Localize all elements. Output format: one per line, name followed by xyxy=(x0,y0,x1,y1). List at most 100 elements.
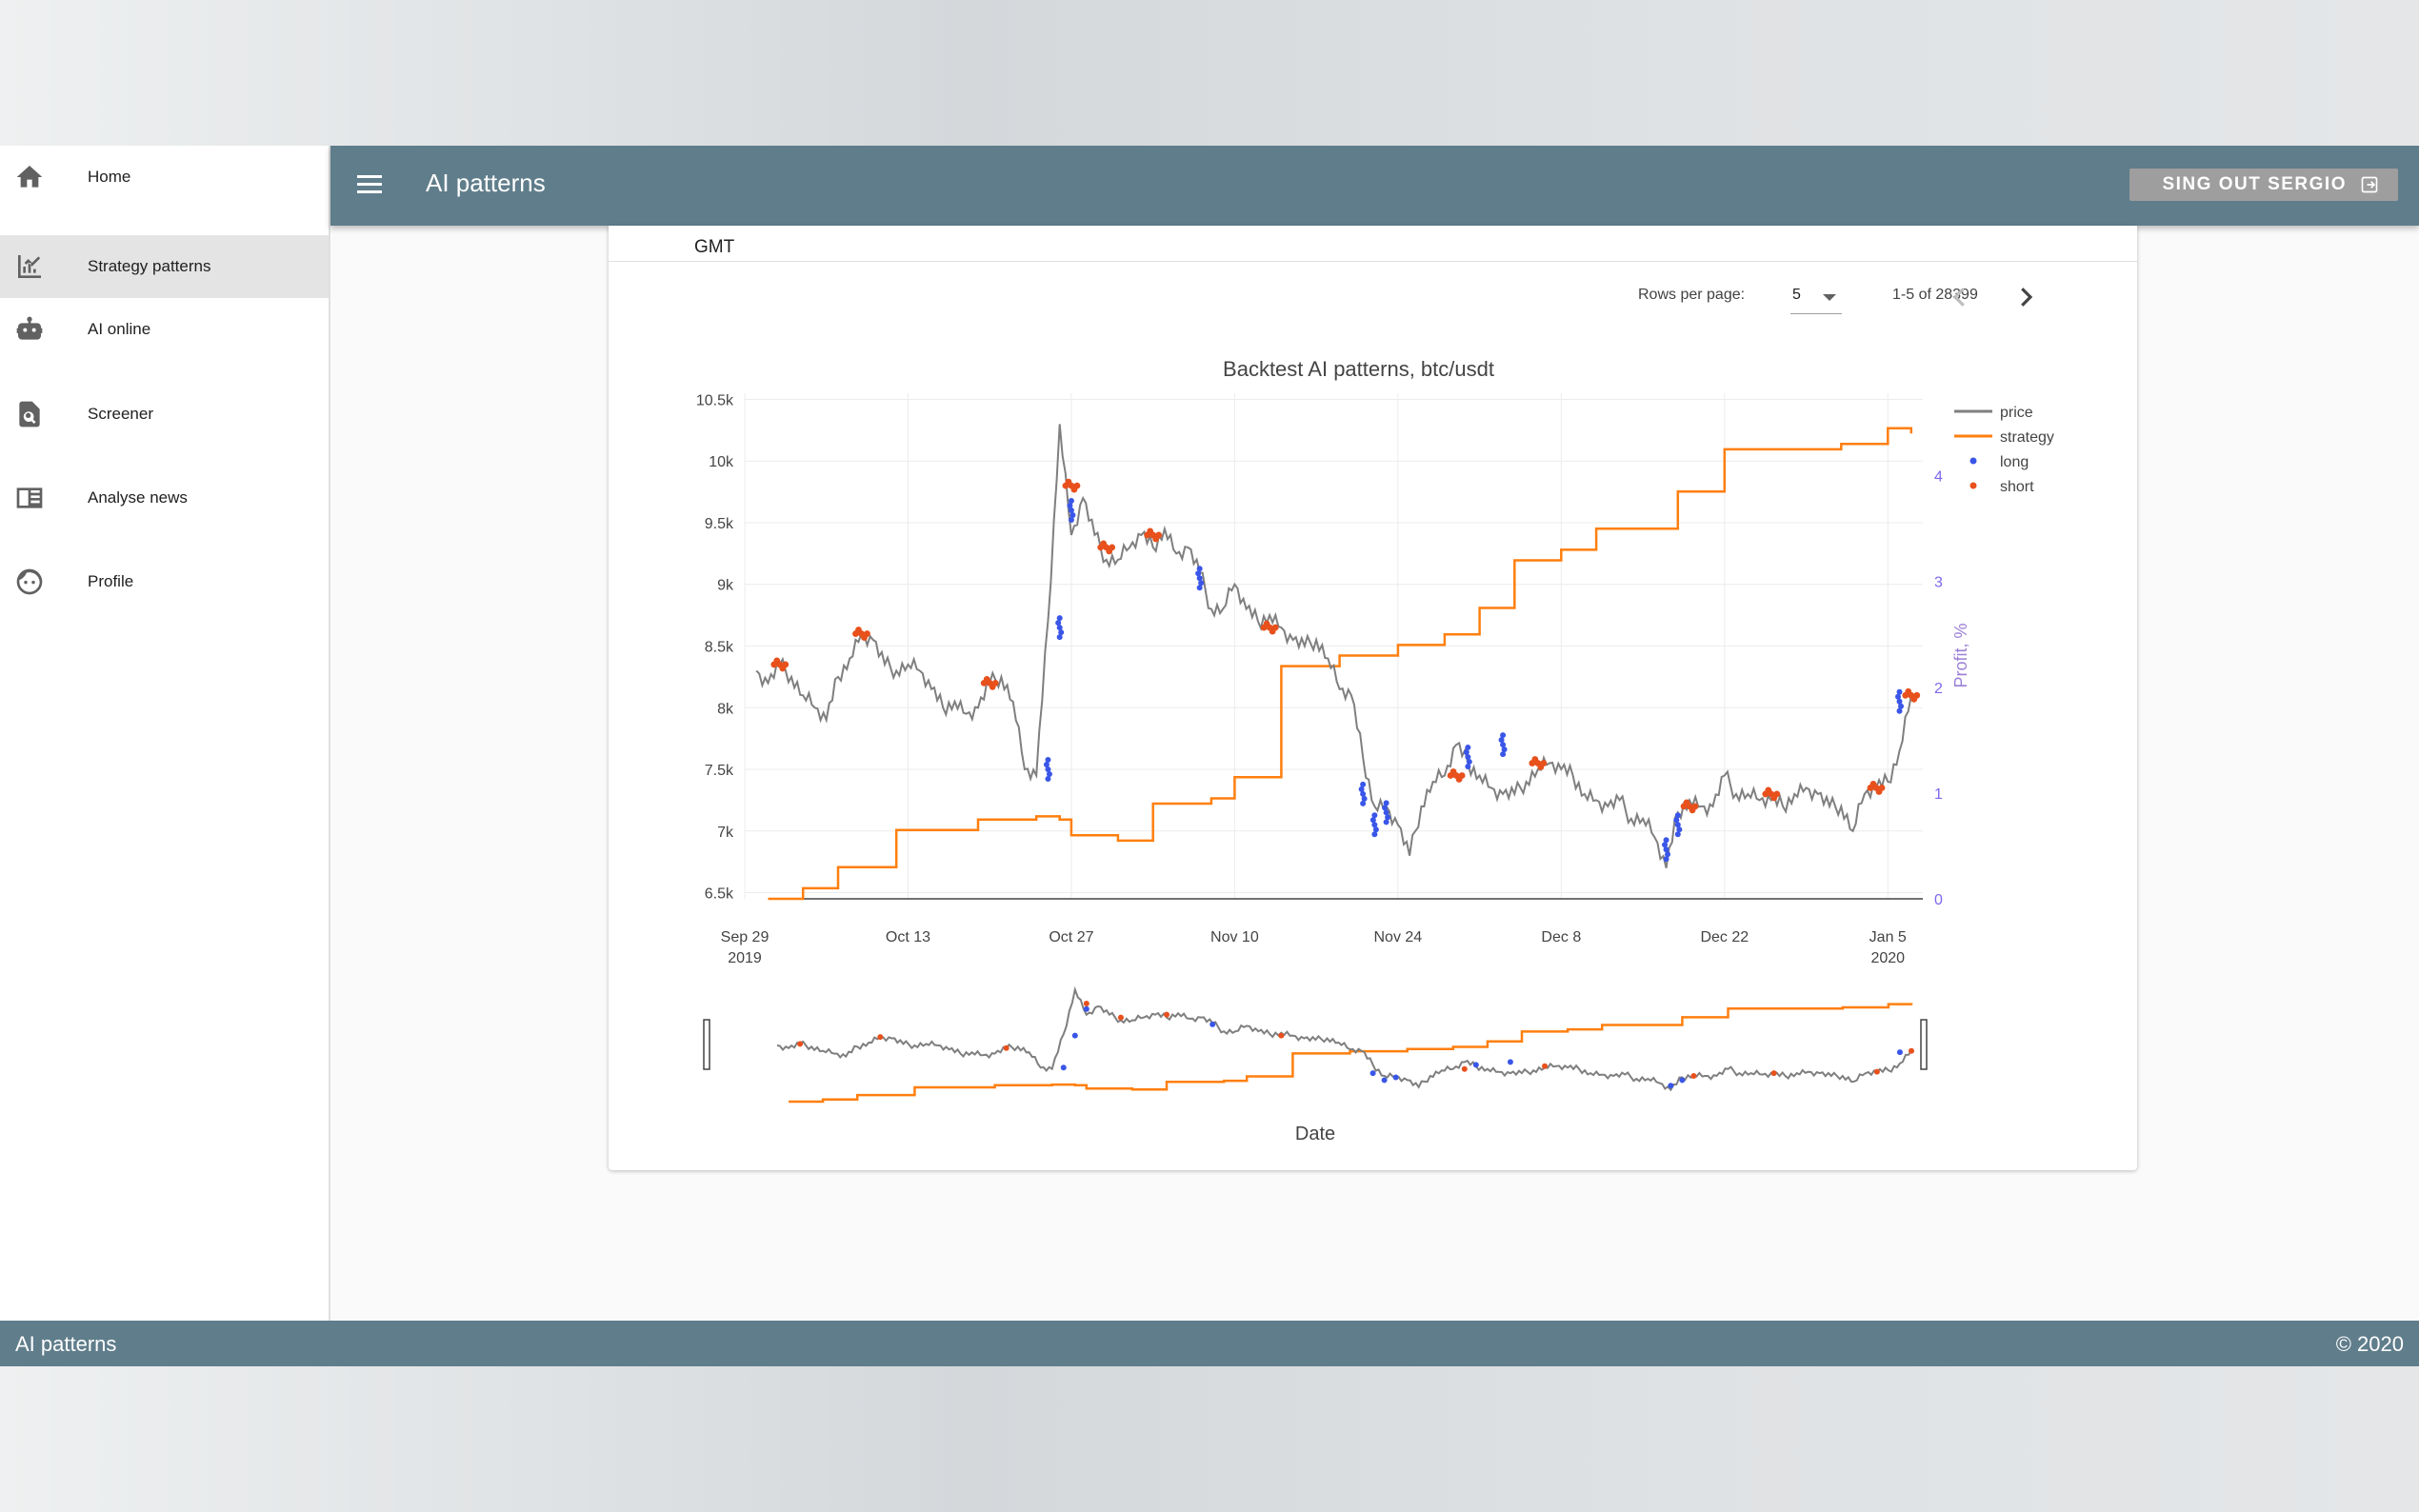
range-slider-left-handle xyxy=(703,1019,710,1070)
rows-per-page-value: 5 xyxy=(1792,287,1801,303)
long-marker xyxy=(1196,566,1203,572)
long-marker xyxy=(1371,812,1378,819)
range-slider-short-marker xyxy=(1461,1065,1468,1072)
y2-tick-label: 1 xyxy=(1934,786,1943,803)
x-tick-label: 2019 xyxy=(728,950,762,966)
short-marker xyxy=(1913,691,1921,699)
app-window: Home Strategy patterns AI online Screene… xyxy=(0,146,2419,1366)
long-marker xyxy=(1361,795,1368,802)
long-marker xyxy=(1465,754,1471,761)
long-marker xyxy=(1383,819,1389,826)
column-header-gmt: GMT xyxy=(694,237,735,257)
sidebar-item-label: Analyse news xyxy=(88,488,188,507)
sidebar-item-profile[interactable]: Profile xyxy=(0,550,329,613)
x-tick-label: Dec 8 xyxy=(1541,929,1581,945)
sidebar-item-screener[interactable]: Screener xyxy=(0,383,329,446)
long-marker xyxy=(1498,737,1505,744)
x-tick-label: Oct 27 xyxy=(1049,929,1093,945)
long-marker xyxy=(1500,751,1507,758)
long-marker xyxy=(1056,615,1063,622)
long-marker xyxy=(1465,745,1471,751)
long-marker xyxy=(1466,759,1472,766)
range-slider-strategy-line xyxy=(789,1003,1913,1104)
long-marker xyxy=(1371,822,1378,828)
strategy-line xyxy=(768,427,1913,901)
y-tick-label: 8k xyxy=(717,701,734,717)
long-marker xyxy=(1896,698,1903,705)
long-marker xyxy=(1463,749,1469,756)
long-marker xyxy=(1371,831,1378,838)
short-marker xyxy=(1773,790,1781,798)
x-tick-label: 2020 xyxy=(1870,950,1905,966)
sidebar-item-strategy-patterns[interactable]: Strategy patterns xyxy=(0,235,329,298)
range-slider-short-marker xyxy=(1278,1032,1285,1039)
long-marker xyxy=(1676,826,1683,833)
range-slider-long-marker xyxy=(1896,1049,1903,1056)
chart-line-icon xyxy=(13,250,46,283)
sidebar-item-home[interactable]: Home xyxy=(0,146,329,209)
sidebar-item-label: Home xyxy=(88,168,131,186)
x-tick-label: Sep 29 xyxy=(721,929,770,945)
long-marker xyxy=(1055,620,1062,627)
range-slider-long-marker xyxy=(1071,1032,1078,1039)
long-marker xyxy=(1501,746,1508,753)
x-tick-label: Nov 10 xyxy=(1210,929,1259,945)
y-tick-label: 9.5k xyxy=(705,516,734,532)
range-slider-short-marker xyxy=(1542,1063,1549,1069)
legend-label: short xyxy=(2000,479,2034,495)
sign-out-button[interactable]: SING OUT SERGIO xyxy=(2129,169,2398,201)
face-icon xyxy=(13,566,46,598)
results-card: GMT Rows per page: 5 1-5 of 28399 Backte… xyxy=(609,226,2137,1170)
long-marker xyxy=(1382,805,1389,811)
range-slider-short-marker xyxy=(1003,1044,1010,1051)
y-tick-label: 9k xyxy=(717,578,734,594)
y-tick-label: 8.5k xyxy=(705,640,734,656)
long-marker xyxy=(1665,851,1671,858)
short-marker xyxy=(1073,482,1081,489)
range-slider-long-marker xyxy=(1679,1077,1686,1084)
range-slider-long-marker xyxy=(1083,1005,1090,1012)
long-marker xyxy=(1674,812,1681,819)
range-slider-price-line xyxy=(776,985,1912,1092)
long-marker xyxy=(1068,498,1074,505)
long-marker xyxy=(1358,786,1365,792)
footer-copyright: © 2020 xyxy=(2335,1332,2404,1356)
long-marker xyxy=(1045,766,1051,773)
exit-icon xyxy=(2361,176,2378,193)
rows-per-page-label: Rows per page: xyxy=(1638,287,1746,303)
previous-page-button[interactable] xyxy=(1946,283,1974,311)
sidebar-item-label: AI online xyxy=(88,320,151,338)
y-tick-label: 10k xyxy=(709,454,734,470)
range-slider-right-handle xyxy=(1920,1019,1928,1070)
y-tick-label: 6.5k xyxy=(705,886,734,903)
x-axis-title: Date xyxy=(1295,1124,1335,1144)
short-marker xyxy=(1458,772,1466,779)
sidebar-item-analyse-news[interactable]: Analyse news xyxy=(0,467,329,529)
legend-label: price xyxy=(2000,405,2033,421)
long-marker xyxy=(1674,822,1681,828)
next-page-button[interactable] xyxy=(2011,283,2040,311)
long-marker xyxy=(1360,800,1367,806)
y2-tick-label: 3 xyxy=(1934,575,1943,591)
long-marker xyxy=(1360,781,1367,787)
long-marker xyxy=(1383,809,1389,816)
long-marker xyxy=(1385,814,1391,821)
long-marker xyxy=(1500,742,1507,748)
range-slider-short-marker xyxy=(1690,1073,1697,1080)
sidebar-item-ai-online[interactable]: AI online xyxy=(0,298,329,361)
sidebar: Home Strategy patterns AI online Screene… xyxy=(0,146,330,1321)
range-slider-long-marker xyxy=(1369,1070,1376,1077)
long-marker xyxy=(1898,703,1905,709)
range-slider-short-marker xyxy=(1770,1070,1777,1077)
sign-out-label: SING OUT SERGIO xyxy=(2162,174,2347,194)
x-tick-label: Nov 24 xyxy=(1374,929,1423,945)
chevron-down-icon xyxy=(1823,294,1836,301)
range-slider-long-marker xyxy=(1507,1059,1513,1065)
range-slider-short-marker xyxy=(1117,1014,1124,1021)
menu-icon[interactable] xyxy=(353,170,386,201)
long-marker xyxy=(1068,507,1074,514)
rows-per-page-select[interactable]: 5 xyxy=(1790,277,1842,314)
chevron-right-icon xyxy=(2021,288,2033,307)
y2-tick-label: 4 xyxy=(1934,469,1943,486)
